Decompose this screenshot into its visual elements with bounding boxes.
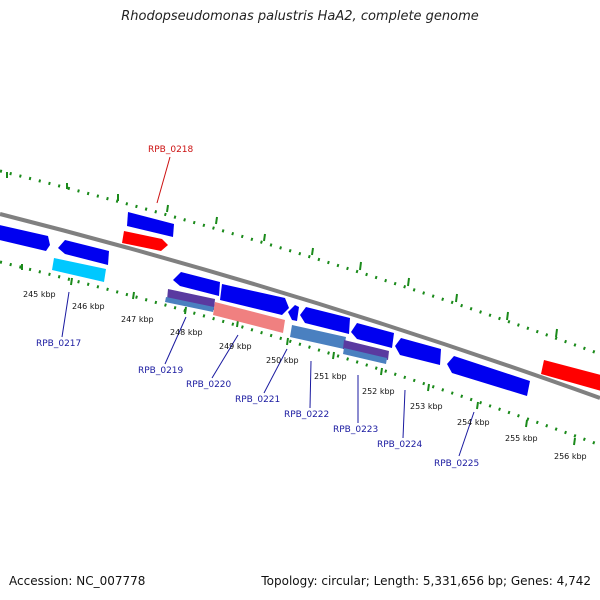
- gene-arrow[interactable]: [290, 325, 346, 349]
- gene-arrow[interactable]: [165, 297, 214, 312]
- gene-arrow[interactable]: [343, 348, 387, 364]
- label-leaders: [61, 156, 475, 457]
- gene-arrow[interactable]: [351, 323, 394, 348]
- gene-arrow[interactable]: [447, 356, 530, 396]
- gene-arrow[interactable]: [52, 258, 106, 282]
- gene-label[interactable]: RPB_0224: [377, 440, 423, 450]
- outer-dotted-track: [0, 169, 600, 356]
- gene-arrow[interactable]: [58, 240, 109, 265]
- gene-arrow[interactable]: [220, 284, 289, 315]
- backbone: [0, 212, 600, 400]
- gene-label[interactable]: RPB_0222: [284, 410, 329, 420]
- scale-label: 252 kbp: [362, 387, 395, 396]
- gene-label[interactable]: RPB_0220: [186, 380, 232, 390]
- gene-labels: RPB_0217 RPB_0218 RPB_0219 RPB_0220 RPB_…: [36, 145, 479, 469]
- scale-label: 251 kbp: [314, 372, 347, 381]
- gene-arrow[interactable]: [0, 224, 50, 251]
- scale-label: 246 kbp: [72, 302, 105, 311]
- genome-summary-text: Topology: circular; Length: 5,331,656 bp…: [261, 574, 591, 588]
- scale-label: 254 kbp: [457, 418, 490, 427]
- gene-label[interactable]: RPB_0223: [333, 425, 378, 435]
- scale-ticks: [6, 172, 576, 446]
- scale-label: 250 kbp: [266, 356, 299, 365]
- gene-features: [0, 212, 600, 396]
- gene-arrow[interactable]: [122, 231, 168, 251]
- gene-arrow[interactable]: [213, 302, 285, 333]
- scale-labels: 245 kbp 246 kbp 247 kbp 248 kbp 249 kbp …: [23, 290, 587, 461]
- gene-arrow[interactable]: [127, 212, 174, 237]
- gene-arrow[interactable]: [300, 307, 350, 334]
- scale-label: 247 kbp: [121, 315, 154, 324]
- gene-arrow[interactable]: [288, 305, 299, 321]
- accession-text: Accession: NC_007778: [9, 574, 146, 588]
- gene-label[interactable]: RPB_0225: [434, 459, 479, 469]
- scale-label: 255 kbp: [505, 434, 538, 443]
- scale-label: 245 kbp: [23, 290, 56, 299]
- scale-label: 248 kbp: [170, 328, 203, 337]
- map-title: Rhodopseudomonas palustris HaA2, complet…: [121, 9, 479, 24]
- scale-label: 249 kbp: [219, 342, 252, 351]
- gene-arrow[interactable]: [541, 360, 600, 392]
- scale-label: 253 kbp: [410, 402, 443, 411]
- gene-arrow[interactable]: [343, 340, 389, 360]
- gene-arrow[interactable]: [173, 272, 220, 296]
- gene-label[interactable]: RPB_0219: [138, 366, 184, 376]
- gene-label[interactable]: RPB_0221: [235, 395, 280, 405]
- gene-label[interactable]: RPB_0218: [148, 145, 194, 155]
- gene-arrow[interactable]: [395, 338, 441, 365]
- scale-label: 256 kbp: [554, 452, 587, 461]
- inner-dotted-track: [0, 260, 600, 447]
- gene-label[interactable]: RPB_0217: [36, 339, 81, 349]
